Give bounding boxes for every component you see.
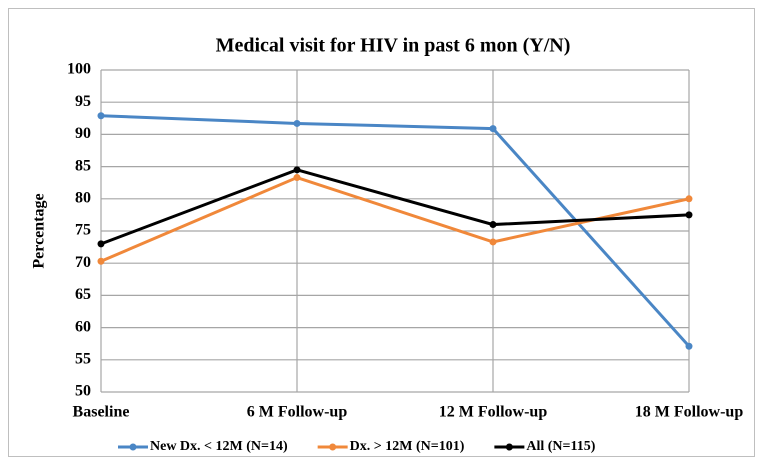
data-point <box>489 125 497 133</box>
series-line <box>100 168 690 246</box>
y-tick-label: 85 <box>75 157 91 174</box>
legend-marker <box>129 443 137 451</box>
y-tick-label: 90 <box>75 125 91 142</box>
legend-label: All (N=115) <box>526 439 595 454</box>
data-point <box>293 174 301 182</box>
data-point <box>685 195 693 203</box>
data-point <box>97 112 105 120</box>
y-tick-label: 60 <box>75 318 91 335</box>
legend-label: Dx. > 12M (N=101) <box>350 439 465 454</box>
y-tick-label: 100 <box>67 61 91 78</box>
chart-title: Medical visit for HIV in past 6 mon (Y/N… <box>216 35 571 57</box>
x-tick-label: Baseline <box>73 404 130 421</box>
data-point <box>489 221 497 229</box>
chart-border <box>8 8 755 457</box>
series-line <box>100 114 691 348</box>
x-tick-label: 18 M Follow-up <box>635 404 744 421</box>
legend-label: New Dx. < 12M (N=14) <box>150 439 288 454</box>
data-point <box>685 211 693 219</box>
data-point <box>489 238 497 246</box>
y-tick-label: 95 <box>75 93 91 110</box>
y-tick-label: 70 <box>75 254 91 271</box>
x-tick-label: 12 M Follow-up <box>439 404 548 421</box>
data-point <box>97 257 105 265</box>
y-tick-label: 80 <box>75 189 91 206</box>
data-point <box>97 240 105 248</box>
y-tick-label: 65 <box>75 286 91 303</box>
data-point <box>293 166 301 174</box>
data-point <box>293 119 301 127</box>
y-tick-label: 55 <box>75 350 91 367</box>
y-axis-label: Percentage <box>31 193 48 268</box>
y-tick-label: 75 <box>75 222 91 239</box>
legend-marker <box>505 443 513 451</box>
legend-marker <box>329 443 337 451</box>
x-tick-label: 6 M Follow-up <box>247 404 348 421</box>
data-point <box>685 342 693 350</box>
y-tick-label: 50 <box>75 383 91 400</box>
